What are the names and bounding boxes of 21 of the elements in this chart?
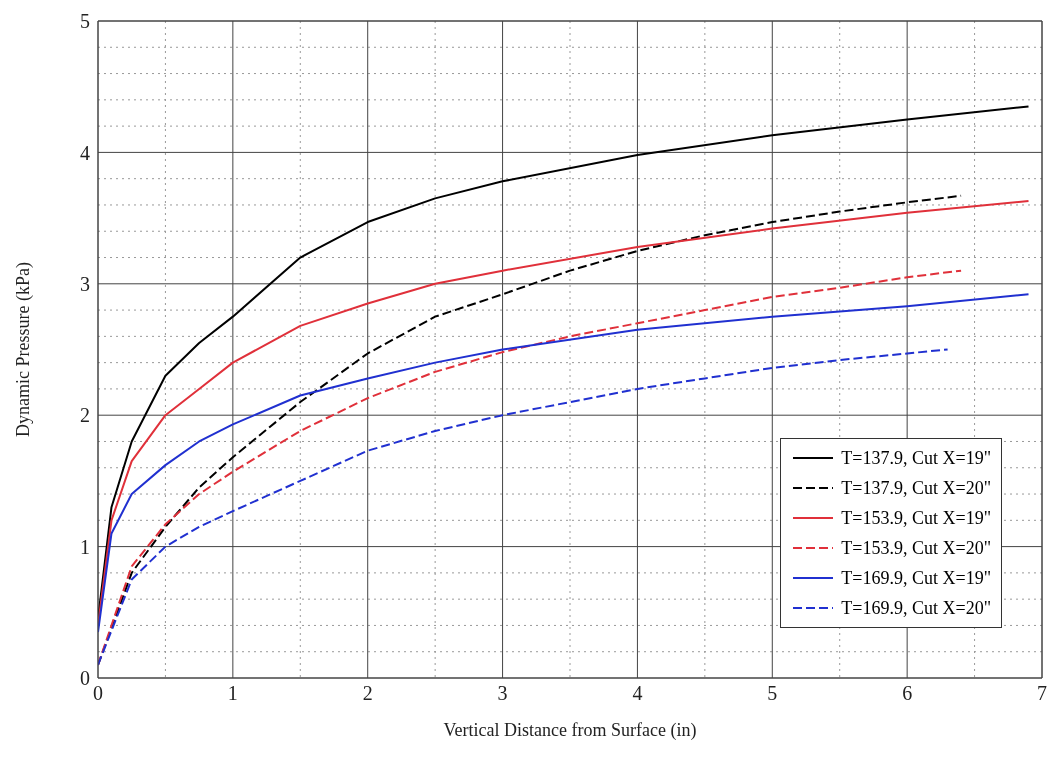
y-tick-label: 5	[80, 10, 90, 33]
legend-label: T=153.9, Cut X=19"	[841, 507, 991, 530]
x-tick-label: 7	[1037, 682, 1047, 705]
x-tick-label: 6	[902, 682, 913, 705]
x-tick-label: 3	[497, 682, 508, 705]
x-axis-title: Vertical Distance from Surface (in)	[443, 720, 697, 741]
x-tick-label: 4	[632, 682, 643, 705]
y-tick-label: 1	[80, 535, 90, 558]
y-tick-label: 0	[80, 667, 90, 690]
legend-label: T=137.9, Cut X=20"	[841, 477, 991, 500]
y-tick-label: 3	[80, 272, 90, 295]
legend-label: T=169.9, Cut X=19"	[841, 567, 991, 590]
legend-label: T=137.9, Cut X=19"	[841, 447, 991, 470]
legend-label: T=153.9, Cut X=20"	[841, 537, 991, 560]
x-tick-label: 1	[227, 682, 238, 705]
y-tick-label: 4	[80, 141, 90, 164]
x-tick-label: 2	[362, 682, 373, 705]
y-tick-label: 2	[80, 404, 90, 427]
legend-label: T=169.9, Cut X=20"	[841, 597, 991, 620]
y-axis-title: Dynamic Pressure (kPa)	[13, 262, 35, 437]
x-tick-label: 5	[767, 682, 778, 705]
